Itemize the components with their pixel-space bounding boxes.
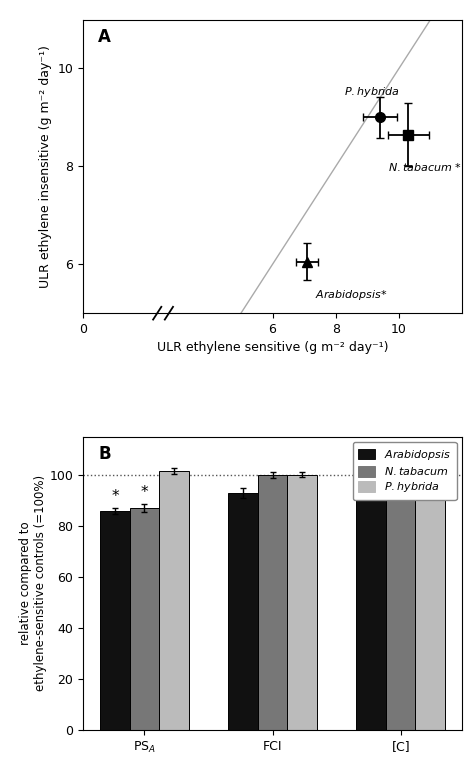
- Bar: [130, 508, 159, 730]
- Text: *: *: [141, 486, 148, 501]
- Text: A: A: [98, 28, 111, 46]
- Legend: $\it{Arabidopsis}$, $\it{N. tabacum}$, $\it{P. hybrida}$: $\it{Arabidopsis}$, $\it{N. tabacum}$, $…: [353, 442, 456, 500]
- Text: $\it{N. tabacum}$ *: $\it{N. tabacum}$ *: [388, 162, 462, 173]
- Bar: [159, 471, 189, 730]
- Y-axis label: relative compared to
ethylene-sensitive controls (=100%): relative compared to ethylene-sensitive …: [18, 476, 46, 691]
- Bar: [415, 477, 445, 730]
- X-axis label: ULR ethylene sensitive (g m⁻² day⁻¹): ULR ethylene sensitive (g m⁻² day⁻¹): [157, 341, 388, 355]
- Text: $\it{Arabidopsis}$*: $\it{Arabidopsis}$*: [315, 287, 388, 301]
- Bar: [258, 475, 287, 730]
- Bar: [228, 493, 258, 730]
- Bar: [287, 475, 317, 730]
- Y-axis label: ULR ethylene insensitive (g m⁻² day⁻¹): ULR ethylene insensitive (g m⁻² day⁻¹): [39, 45, 52, 288]
- Text: B: B: [98, 445, 111, 463]
- Bar: [100, 511, 130, 730]
- Bar: [356, 473, 386, 730]
- Bar: [386, 473, 415, 730]
- Text: $\it{P. hybrida}$: $\it{P. hybrida}$: [344, 85, 400, 99]
- Text: *: *: [111, 489, 118, 504]
